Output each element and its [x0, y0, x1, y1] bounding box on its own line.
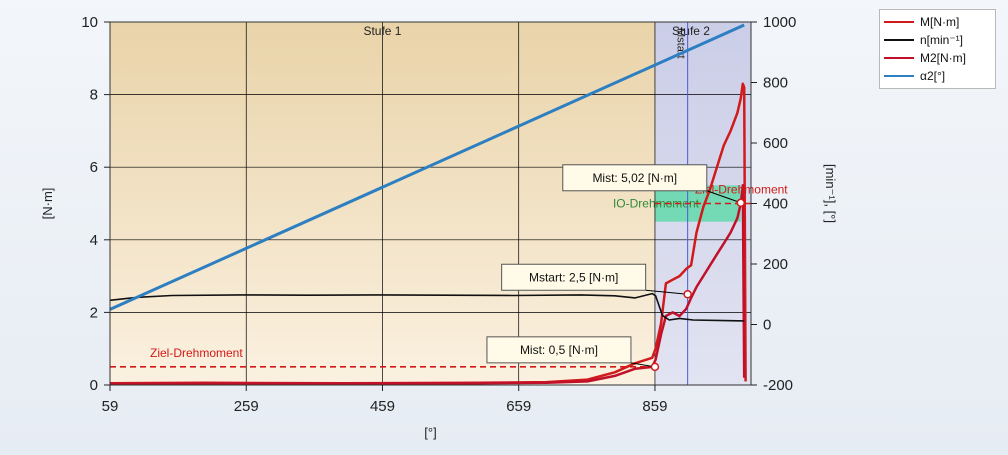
legend-item: n[min⁻¹] — [884, 31, 991, 49]
legend-label: M2[N·m] — [920, 51, 966, 65]
target-line-label: Ziel-Drehmoment — [150, 346, 243, 360]
y-left-tick-label: 2 — [90, 304, 98, 321]
annotations: Mist: 5,02 [N·m] Mstart: 2,5 [N·m] Mist: 0… — [486, 164, 746, 372]
legend-swatch — [884, 21, 914, 23]
legend-swatch — [884, 39, 914, 41]
legend-item: M[N·m] — [884, 13, 991, 31]
x-tick-label: 859 — [642, 398, 667, 415]
x-tick-label: 459 — [370, 398, 395, 415]
y-right-tick-label: 800 — [763, 75, 788, 92]
stage-label: Stufe 1 — [363, 24, 401, 38]
y-right-tick-label: 0 — [763, 317, 771, 334]
plot-area — [110, 22, 751, 385]
axes: 0 2 4 6 8 10 -200 0 200 400 600 800 1000 59 259 459 659 8… — [40, 14, 838, 440]
target-line-label-2: Ziel-Drehmoment — [695, 183, 788, 197]
annotation-leader — [645, 289, 688, 295]
series-lines — [109, 23, 747, 386]
annotation-point — [736, 198, 746, 208]
y-right-tick-label: 400 — [763, 196, 788, 213]
y-left-tick-label: 10 — [81, 14, 98, 31]
y-right-tick-label: 200 — [763, 256, 788, 273]
annotation-box — [562, 164, 708, 192]
y-left-tick-label: 8 — [90, 87, 98, 104]
legend-swatch — [884, 75, 914, 77]
annotation-label: Mstart: 2,5 [N·m] — [529, 270, 618, 284]
legend-item: α2[°] — [884, 67, 991, 85]
y-left-tick-label: 6 — [90, 159, 98, 176]
y-right-tick-label: 600 — [763, 135, 788, 152]
y-right-axis-label: [min⁻¹], [°] — [823, 164, 838, 223]
legend-item: M2[N·m] — [884, 49, 991, 67]
legend: M[N·m] n[min⁻¹] M2[N·m] α2[°] — [879, 9, 996, 89]
series-line — [109, 23, 745, 311]
x-axis-label: [°] — [424, 425, 436, 440]
annotation-point — [683, 290, 692, 299]
legend-label: n[min⁻¹] — [920, 33, 964, 47]
annotation-box — [486, 336, 632, 364]
y-left-tick-label: 4 — [90, 232, 98, 249]
y-right-tick-label: -200 — [763, 377, 793, 394]
x-tick-label: 659 — [506, 398, 531, 415]
annotation-box — [501, 263, 647, 291]
y-right-tick-label: 1000 — [763, 14, 796, 31]
y-left-tick-label: 0 — [90, 377, 98, 394]
annotation-leader — [706, 190, 741, 204]
legend-swatch — [884, 57, 914, 59]
x-tick-label: 259 — [234, 398, 259, 415]
legend-label: M[N·m] — [920, 15, 960, 29]
legend-label: α2[°] — [920, 69, 946, 83]
stage-label: Stufe 2 — [672, 24, 710, 38]
annotation-point — [650, 362, 660, 372]
annotation-label: Mist: 0,5 [N·m] — [520, 343, 598, 357]
x-tick-label: 59 — [102, 398, 119, 415]
series-line — [109, 292, 745, 322]
series-line — [109, 184, 746, 386]
annotation-label: Mist: 5,02 [N·m] — [592, 171, 677, 185]
target-lines: Ziel-Drehmoment Ziel-Drehmoment — [110, 183, 788, 368]
y-left-axis-label: [N·m] — [40, 188, 55, 220]
